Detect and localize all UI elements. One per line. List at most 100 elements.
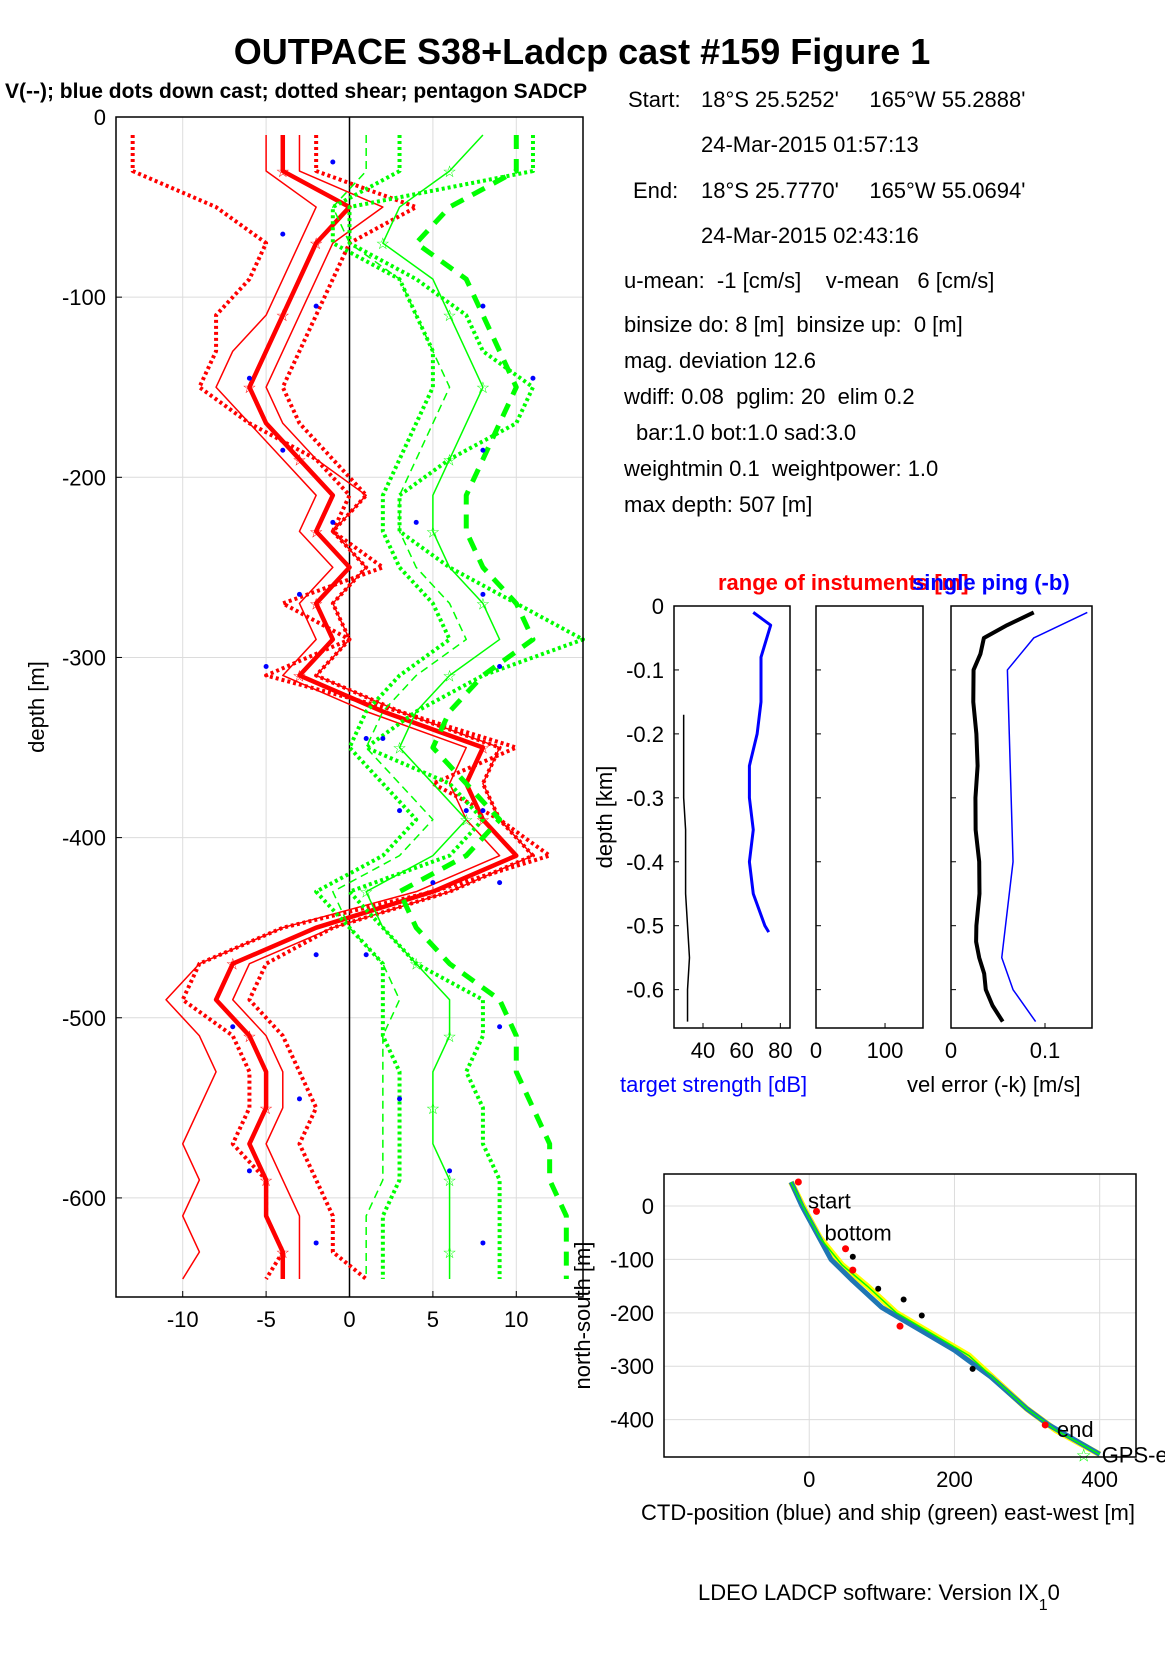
sadcp-star-marker: ☆ (309, 524, 323, 541)
y-tick-label: -100 (62, 285, 106, 310)
sadcp-star-marker: ☆ (476, 813, 490, 830)
velocity-profile-plot: -10 -5 0 5 10 0 -100 -200 -300 -400 -500 -600 ☆ ☆ ☆ ☆ ☆ ☆… (24, 105, 585, 1332)
downcast-dot (497, 880, 503, 886)
figure-subtitle: V(--); blue dots down cast; dotted shear… (5, 80, 587, 103)
downcast-dot (480, 303, 486, 309)
x-tick-label: -5 (256, 1307, 276, 1332)
downcast-dot (480, 591, 486, 597)
diag-y-tick-label: -0.4 (626, 850, 664, 875)
diag-x-tick-label: 0.1 (1030, 1038, 1061, 1063)
diag-y-tick-label: -0.2 (626, 722, 664, 747)
single-ping-title: single ping (-b) (912, 570, 1070, 595)
position-dot (969, 1365, 976, 1372)
downcast-dot (380, 736, 386, 742)
end-label: end (1057, 1417, 1094, 1442)
position-marker (1041, 1421, 1049, 1429)
sadcp-star-marker: ☆ (359, 885, 373, 902)
mean-velocity: u-mean: -1 [cm/s] v-mean 6 [cm/s] (624, 268, 994, 293)
position-plot: 0 200 400 0 -100 -200 -300 -400 start bottom end ☆ G… (570, 1173, 1165, 1525)
diag-panel-frame (815, 605, 924, 1029)
position-dot (849, 1253, 856, 1260)
downcast-dot (480, 1240, 486, 1246)
downcast-dot (313, 303, 319, 309)
diag-y-tick-label: -0.1 (626, 658, 664, 683)
start-position: 18°S 25.5252' 165°W 55.2888' (701, 87, 1025, 112)
sadcp-star-marker: ☆ (242, 380, 256, 397)
position-dot (875, 1285, 882, 1292)
downcast-dot (497, 663, 503, 669)
downcast-dot (363, 952, 369, 958)
diag-y-tick-label: 0 (652, 594, 664, 619)
diag-line-target-strength (747, 611, 773, 933)
pos-y-tick-label: 0 (642, 1194, 654, 1219)
pos-y-tick-label: -400 (610, 1408, 654, 1433)
diag-y-tick-label: -0.5 (626, 914, 664, 939)
downcast-dot (497, 1024, 503, 1030)
sadcp-star-marker: ☆ (259, 1101, 273, 1118)
bar-info: bar:1.0 bot:1.0 sad:3.0 (636, 420, 856, 445)
pos-x-tick-label: 0 (803, 1467, 815, 1492)
downcast-dot (430, 880, 436, 886)
series-line-v-shear (347, 135, 585, 1279)
y-tick-label: -400 (62, 826, 106, 851)
downcast-dot (280, 231, 286, 237)
start-time: 24-Mar-2015 01:57:13 (701, 132, 919, 157)
sadcp-star-marker: ☆ (376, 236, 390, 253)
downcast-dot (330, 159, 336, 165)
magnetic-deviation: mag. deviation 12.6 (624, 348, 816, 373)
diag-line-vel-error (1001, 611, 1088, 1023)
sadcp-star-marker: ☆ (442, 1029, 456, 1046)
position-dot (900, 1296, 907, 1303)
downcast-dot (296, 1096, 302, 1102)
ship-track (790, 1181, 1101, 1455)
pos-x-axis-label: CTD-position (blue) and ship (green) eas… (641, 1500, 1135, 1525)
vel-error-label: vel error (-k) [m/s] (907, 1072, 1081, 1097)
sadcp-star-marker: ☆ (226, 957, 240, 974)
downcast-dot (246, 375, 252, 381)
sadcp-star-marker: ☆ (476, 380, 490, 397)
sadcp-star-marker: ☆ (276, 164, 290, 181)
x-tick-label: -10 (167, 1307, 199, 1332)
downcast-dot (280, 447, 286, 453)
sadcp-star-marker: ☆ (309, 236, 323, 253)
downcast-dot (397, 808, 403, 814)
sadcp-star-marker: ☆ (476, 596, 490, 613)
sadcp-star-marker: ☆ (442, 668, 456, 685)
downcast-dot (480, 447, 486, 453)
downcast-dot (463, 808, 469, 814)
sadcp-star-marker: ☆ (392, 741, 406, 758)
sadcp-star-marker: ☆ (276, 1245, 290, 1262)
series-line-v-shear2 (314, 135, 452, 1279)
gps-end-marker: ☆ (1076, 1445, 1092, 1465)
sadcp-star-marker: ☆ (242, 1029, 256, 1046)
diag-y-axis-label: depth [km] (592, 766, 617, 869)
end-time: 24-Mar-2015 02:43:16 (701, 223, 919, 248)
diag-x-tick-label: 60 (729, 1038, 753, 1063)
downcast-dot (363, 736, 369, 742)
diag-line-target-strength (682, 714, 691, 1022)
diag-x-tick-label: 0 (945, 1038, 957, 1063)
y-axis-label: depth [m] (24, 661, 49, 753)
downcast-dot (263, 663, 269, 669)
pos-x-tick-label: 400 (1081, 1467, 1118, 1492)
sadcp-star-marker: ☆ (442, 1173, 456, 1190)
downcast-dot (330, 519, 336, 525)
wdiff-info: wdiff: 0.08 pglim: 20 elim 0.2 (623, 384, 915, 409)
diag-x-tick-label: 80 (768, 1038, 792, 1063)
start-label: Start: (628, 87, 681, 112)
downcast-dot (296, 591, 302, 597)
software-version: LDEO LADCP software: Version IX10 (698, 1580, 1060, 1614)
diag-line-vel-error (971, 610, 1035, 1023)
y-tick-label: 0 (94, 105, 106, 130)
downcast-dot (230, 1024, 236, 1030)
sadcp-star-marker: ☆ (476, 741, 490, 758)
pos-y-axis-label: north-south [m] (570, 1242, 595, 1390)
diag-x-tick-label: 40 (691, 1038, 715, 1063)
cast-info: Start: 18°S 25.5252' 165°W 55.2888' 24-M… (623, 87, 1025, 517)
downcast-dot (246, 1168, 252, 1174)
series-line-u-shear2 (247, 135, 535, 1281)
position-dot (918, 1312, 925, 1319)
series-line-u-ladcp (213, 135, 519, 1279)
downcast-dot (530, 375, 536, 381)
position-marker (842, 1245, 850, 1253)
